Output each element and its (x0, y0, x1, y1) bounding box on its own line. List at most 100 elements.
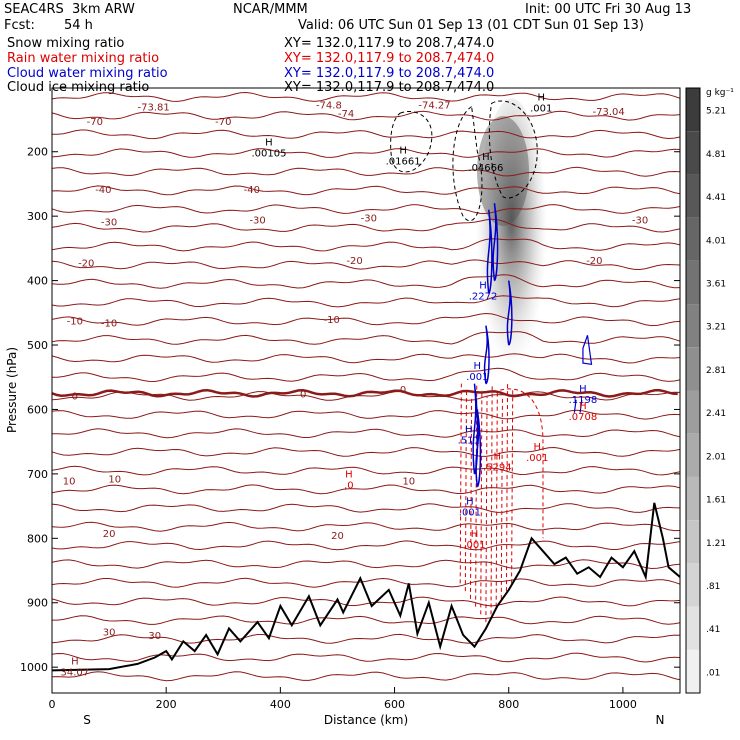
isotherm-line (52, 633, 680, 644)
max-marker-label: H (465, 424, 473, 435)
x-tick-label: 400 (270, 698, 291, 711)
rain-water-contour (485, 396, 488, 623)
colorbar-label: 2.01 (706, 452, 726, 462)
colorbar-label: 2.81 (706, 366, 726, 376)
header-fcst-value: 54 h (64, 18, 93, 33)
max-value-label: .0708 (569, 412, 598, 423)
colorbar-label: 4.41 (706, 193, 726, 203)
colorbar-label: .41 (706, 625, 720, 635)
isotherm-label: -70 (87, 117, 103, 128)
isotherm-label: -70 (215, 117, 231, 128)
terrain-line (52, 502, 680, 672)
plot-frame (51, 87, 681, 694)
max-value-label: .001 (530, 104, 552, 115)
isotherm-line (52, 331, 680, 345)
isotherm-line (52, 185, 680, 196)
colorbar-segment (686, 520, 700, 564)
max-value-label: .2272 (469, 292, 498, 303)
isotherm-label: -10 (67, 317, 83, 328)
rain-water-contour (495, 390, 498, 607)
isotherm-label: -73.04 (593, 107, 625, 118)
y-tick-label: 800 (27, 532, 48, 545)
isotherm-line (52, 428, 680, 439)
isotherm-line (52, 503, 680, 513)
isotherm-label: 10 (108, 474, 121, 485)
colorbar-unit: g kg⁻¹ (706, 88, 734, 98)
isotherm-line (52, 259, 680, 271)
isotherm-line (52, 652, 680, 663)
header-org: NCAR/MMM (233, 2, 308, 17)
isotherm-line (52, 274, 680, 289)
header-fcst-label: Fcst: (4, 18, 35, 33)
y-tick-label: 600 (27, 403, 48, 416)
isotherm-label: -40 (95, 185, 111, 196)
isotherm-line (52, 596, 680, 607)
colorbar-segment (686, 390, 700, 434)
colorbar-label: 4.01 (706, 236, 726, 246)
field-name-rain: Rain water mixing ratio (7, 51, 160, 66)
cloud-ice-contour (488, 100, 538, 199)
cloud-water-contour (582, 335, 593, 366)
y-tick-label: 300 (27, 210, 48, 223)
max-value-label: .001 (459, 508, 481, 519)
rain-water-contour (459, 383, 462, 584)
y-tick-label: 900 (27, 597, 48, 610)
y-tick-label: 1000 (20, 661, 48, 674)
colorbar-label: .81 (706, 582, 720, 592)
max-value-label: .5294 (483, 462, 512, 473)
colorbar-frame (685, 87, 701, 694)
y-tick-label: 500 (27, 339, 48, 352)
isotherm-line (52, 129, 680, 140)
isotherm-line (52, 367, 680, 383)
y-axis-label: Pressure (hPa) (5, 347, 19, 433)
isotherm-line (52, 615, 680, 625)
max-marker-label: H (482, 152, 490, 163)
isotherm-label: -30 (361, 213, 377, 224)
colorbar-segment (686, 174, 700, 218)
isotherm-label: 30 (148, 631, 161, 642)
cloud-water-contour (506, 280, 513, 346)
isotherm-line (52, 484, 680, 495)
zero-isotherm-line (52, 388, 678, 398)
isotherm-line (52, 353, 680, 364)
isotherm-line (52, 446, 680, 457)
colorbar-segment (686, 347, 700, 391)
rain-water-contour (500, 388, 544, 539)
isotherm-label: -10 (324, 315, 340, 326)
rain-water-contour (480, 390, 483, 615)
isotherm-line (52, 218, 680, 233)
y-tick-label: 200 (27, 146, 48, 159)
isotherm-line (52, 312, 680, 327)
isotherm-label: -30 (249, 215, 265, 226)
isotherm-label: 30 (103, 628, 116, 639)
field-name-cloudwater: Cloud water mixing ratio (7, 66, 168, 81)
colorbar-label: 4.81 (706, 150, 726, 160)
isotherm-label: 0 (300, 389, 306, 400)
colorbar-segment (686, 433, 700, 477)
max-marker-label: H (538, 93, 546, 104)
isotherm-line (52, 148, 680, 158)
isotherm-label: 10 (402, 476, 415, 487)
isotherm-label: -30 (632, 215, 648, 226)
max-marker-label: H (479, 281, 487, 292)
max-marker-label: H (534, 442, 542, 453)
colorbar-label: 1.21 (706, 539, 726, 549)
max-value-label: 34.07 (61, 667, 90, 678)
max-value-label: .00105 (251, 149, 286, 160)
isotherm-line (52, 110, 680, 121)
isotherm-label: -20 (346, 256, 362, 267)
colorbar-segment (686, 304, 700, 348)
isotherm-label: -20 (78, 259, 94, 270)
isotherm-line (52, 204, 680, 215)
rain-water-contour (500, 396, 503, 599)
isotherm-label: -74.27 (418, 101, 450, 112)
max-marker-label: H (399, 145, 407, 156)
colorbar-label: 2.41 (706, 409, 726, 419)
isotherm-line (52, 559, 680, 570)
isotherm-line (52, 671, 680, 682)
isotherm-line (52, 540, 680, 551)
isotherm-line (52, 577, 680, 588)
max-value-label: .001 (463, 540, 485, 551)
colorbar-segment (686, 217, 700, 261)
isotherm-label: -74 (338, 109, 354, 120)
